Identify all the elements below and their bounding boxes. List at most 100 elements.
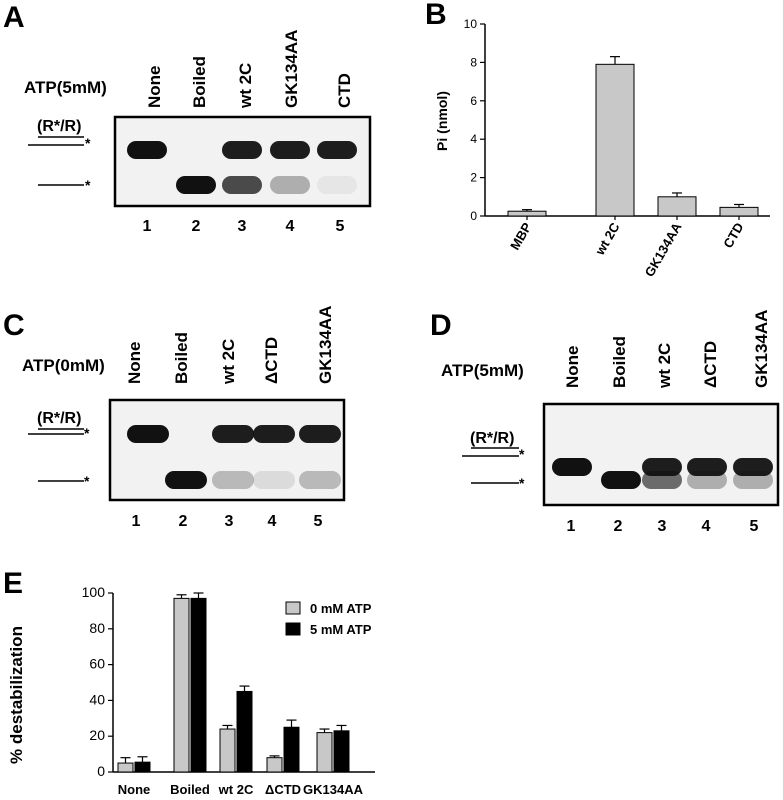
- bar: [266, 757, 283, 773]
- single-band: [299, 471, 341, 489]
- duplex-band: [687, 458, 727, 476]
- x-tick-label: None: [118, 782, 151, 797]
- duplex-band: [212, 425, 254, 443]
- single-band: [687, 471, 727, 489]
- panel-d-lane-label-5: GK134AA: [752, 310, 771, 388]
- panel-a-lane-number-1: 1: [143, 218, 152, 235]
- panel-c-single-star: *: [84, 473, 90, 489]
- panel-c-gel-frame: [108, 398, 346, 502]
- duplex-band: [270, 141, 310, 159]
- panel-d-lane-number-3: 3: [658, 518, 667, 535]
- panel-d-bands: [552, 458, 773, 489]
- bar: [595, 63, 635, 217]
- legend-swatch: [285, 622, 301, 636]
- panel-e: E % destabilization 0 20 40 60 80 100 None Boil…: [3, 567, 375, 797]
- panel-a-lane-label-1: None: [145, 66, 164, 109]
- panel-a-lane-label-4: GK134AA: [282, 30, 301, 108]
- bar: [507, 210, 547, 217]
- x-tick-label: Boiled: [170, 782, 210, 797]
- duplex-band: [733, 458, 773, 476]
- panel-c-lane-number-3: 3: [225, 513, 234, 530]
- single-band: [733, 471, 773, 489]
- bar: [117, 762, 134, 773]
- panel-c-lane-label-1: None: [125, 342, 144, 385]
- bar: [657, 196, 697, 217]
- bar: [134, 761, 151, 773]
- duplex-band: [317, 141, 357, 159]
- panel-d-letter: D: [430, 309, 452, 342]
- duplex-band: [127, 425, 169, 443]
- bar: [719, 206, 759, 217]
- panel-c-lane-label-3: wt 2C: [219, 339, 238, 385]
- single-band: [270, 176, 310, 194]
- panel-d-atp-label: ATP(5mM): [441, 361, 524, 380]
- panel-a-lane-label-2: Boiled: [190, 56, 209, 108]
- single-band: [642, 471, 682, 489]
- single-band: [253, 471, 295, 489]
- panel-d-duplex-label: (R*/R): [470, 430, 514, 447]
- panel-e-letter: E: [3, 567, 23, 600]
- y-tick-label: 10: [464, 17, 478, 31]
- y-tick-label: 8: [470, 55, 477, 69]
- bar: [173, 597, 190, 773]
- panel-a-atp-label: ATP(5mM): [24, 78, 107, 97]
- bar: [190, 597, 207, 773]
- panel-c-lane-number-5: 5: [314, 513, 323, 530]
- bar: [283, 726, 300, 773]
- y-tick-label: 80: [89, 620, 105, 636]
- panel-d-lane-label-1: None: [563, 346, 582, 389]
- panel-b-letter: B: [425, 0, 447, 31]
- duplex-band: [222, 141, 262, 159]
- panel-a-lane-number-3: 3: [238, 218, 247, 235]
- panel-c-atp-label: ATP(0mM): [22, 356, 105, 375]
- y-tick-label: 4: [470, 132, 477, 146]
- panel-d-gel-frame: [542, 402, 780, 507]
- panel-d: D ATP(5mM) None Boiled wt 2C ΔCTD GK134A…: [430, 309, 780, 535]
- panel-c-lane-label-2: Boiled: [172, 332, 191, 384]
- x-tick-label: wt 2C: [592, 219, 623, 258]
- panel-d-duplex-star: *: [519, 446, 525, 462]
- bar: [219, 728, 236, 773]
- panel-e-chart: 0 20 40 60 80 100 None Boiled wt 2C ΔCTD GK134AA 0 …: [82, 584, 375, 797]
- panel-c: C ATP(0mM) None Boiled wt 2C ΔCTD GK134A…: [3, 306, 346, 530]
- panel-d-gel: [542, 402, 780, 507]
- bar: [236, 690, 253, 773]
- x-tick-label: ΔCTD: [265, 782, 301, 797]
- panel-a-lane-label-5: CTD: [335, 73, 354, 108]
- single-band: [165, 471, 207, 489]
- duplex-band: [253, 425, 295, 443]
- panel-c-lane-number-1: 1: [132, 513, 141, 530]
- panel-a-lane-number-2: 2: [192, 218, 201, 235]
- panel-d-lane-label-3: wt 2C: [655, 343, 674, 389]
- y-tick-label: 100: [82, 584, 106, 600]
- panel-c-lane-number-4: 4: [268, 513, 277, 530]
- panel-a-duplex-star: *: [85, 135, 91, 151]
- x-tick-label: MBP: [507, 220, 535, 253]
- duplex-band: [299, 425, 341, 443]
- y-tick-label: 60: [89, 656, 105, 672]
- y-tick-label: 20: [89, 727, 105, 743]
- single-band: [601, 471, 641, 489]
- panel-c-lane-number-2: 2: [179, 513, 188, 530]
- x-tick-label: GK134AA: [642, 219, 685, 279]
- panel-a-lane-label-3: wt 2C: [236, 63, 255, 109]
- panel-a-letter: A: [3, 1, 25, 34]
- panel-a-lane-number-4: 4: [286, 218, 295, 235]
- legend-label: 5 mM ATP: [310, 622, 372, 637]
- panel-d-lane-number-1: 1: [567, 518, 576, 535]
- panel-c-gel: [108, 398, 346, 502]
- single-band: [176, 176, 216, 194]
- legend-swatch: [285, 601, 301, 615]
- y-tick-label: 0: [470, 209, 477, 223]
- x-tick-label: GK134AA: [303, 782, 364, 797]
- single-band: [212, 471, 254, 489]
- panel-e-ylabel: % destabilization: [7, 626, 26, 764]
- panel-c-letter: C: [3, 309, 25, 342]
- y-tick-label: 0: [97, 763, 105, 779]
- panel-d-lane-number-5: 5: [750, 518, 759, 535]
- panel-c-bands: [127, 425, 341, 489]
- panel-b-ylabel: Pi (nmol): [434, 91, 450, 151]
- panel-c-lane-label-4: ΔCTD: [262, 337, 281, 384]
- bar: [316, 732, 333, 773]
